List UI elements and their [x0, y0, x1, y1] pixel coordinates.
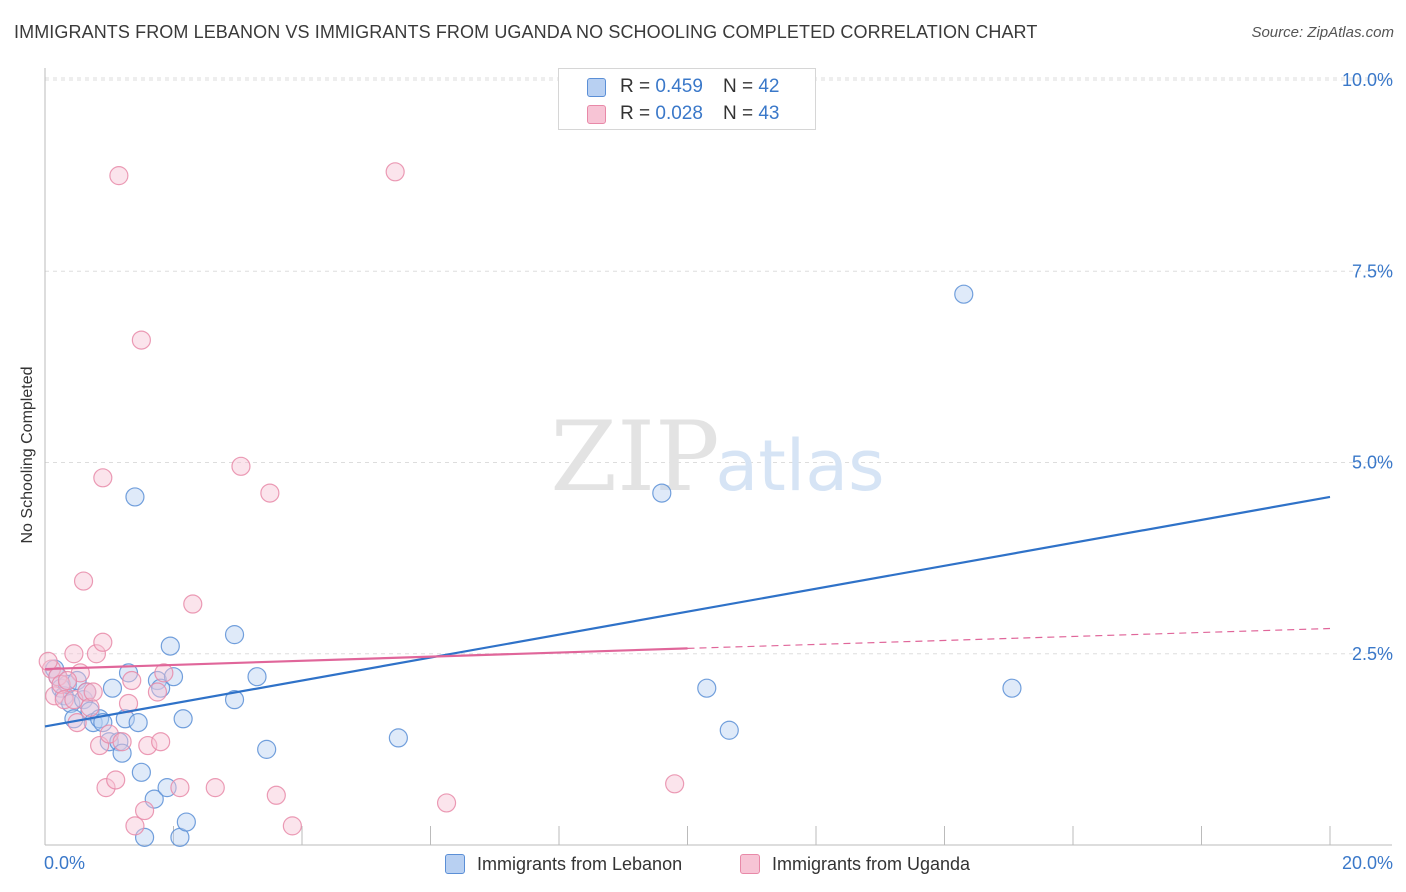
- y-tick-label: 10.0%: [1342, 70, 1393, 90]
- lebanon-point: [128, 712, 148, 733]
- points-layer: [38, 162, 1022, 847]
- uganda-point: [231, 456, 251, 476]
- uganda-point: [73, 571, 94, 591]
- lebanon-point: [112, 743, 132, 763]
- watermark-zip: ZIP: [550, 401, 719, 513]
- x-tick-label-max: 20.0%: [1342, 853, 1393, 873]
- uganda-point: [64, 644, 84, 664]
- uganda-legend-swatch: [740, 854, 760, 874]
- watermark: ZIP atlas: [550, 401, 884, 513]
- uganda-point: [151, 732, 171, 752]
- lebanon-point: [224, 690, 245, 710]
- uganda-point: [77, 682, 97, 702]
- lebanon-trendline: [44, 495, 1331, 728]
- uganda-point: [54, 690, 74, 710]
- lebanon-n-value: 42: [758, 76, 780, 97]
- uganda-r-label: R =: [620, 103, 651, 124]
- uganda-point: [260, 483, 280, 503]
- lebanon-point: [719, 720, 739, 740]
- y-tick-label: 2.5%: [1352, 644, 1393, 664]
- uganda-point: [93, 632, 113, 652]
- source-credit: Source: ZipAtlas.com: [1251, 24, 1394, 41]
- lebanon-point: [1002, 678, 1022, 698]
- lebanon-point: [224, 625, 245, 645]
- stats-legend: R = 0.459 N = 42 R = 0.028 N = 43: [558, 68, 816, 130]
- lebanon-point: [697, 678, 717, 698]
- lebanon-point: [160, 636, 180, 656]
- uganda-n-value: 43: [758, 103, 780, 124]
- uganda-point: [282, 816, 302, 836]
- grid-layer: [45, 77, 1392, 655]
- lebanon-point: [131, 762, 151, 782]
- uganda-r-value: 0.028: [655, 103, 703, 124]
- lebanon-point: [93, 712, 113, 733]
- uganda-point: [147, 682, 168, 702]
- lebanon-point: [176, 812, 196, 832]
- uganda-n-label: N =: [722, 103, 754, 124]
- uganda-point: [131, 330, 151, 350]
- uganda-point: [266, 785, 286, 805]
- y-tick-label: 5.0%: [1352, 453, 1393, 473]
- lebanon-n-label: N =: [722, 76, 754, 97]
- y-axis-label: No Schooling Completed: [19, 366, 36, 544]
- uganda-point: [80, 697, 100, 717]
- uganda-point: [57, 670, 78, 691]
- uganda-legend-label: Immigrants from Uganda: [772, 853, 971, 874]
- lebanon-swatch: [587, 77, 606, 97]
- uganda-point: [154, 663, 174, 683]
- uganda-point: [109, 166, 129, 186]
- lebanon-point: [115, 709, 135, 729]
- uganda-swatch: [587, 104, 606, 124]
- lebanon-legend-label: Immigrants from Lebanon: [477, 853, 683, 874]
- uganda-point: [125, 816, 145, 836]
- lebanon-point: [102, 678, 123, 698]
- uganda-point: [205, 778, 225, 798]
- lebanon-r-value: 0.459: [655, 76, 703, 97]
- uganda-point: [134, 800, 155, 821]
- lebanon-point: [163, 667, 184, 687]
- lebanon-point: [125, 487, 145, 507]
- uganda-point: [38, 651, 58, 672]
- uganda-point: [385, 162, 405, 182]
- uganda-trendline: [44, 647, 688, 671]
- bottom-legend-lebanon: Immigrants from Lebanon: [445, 851, 682, 877]
- uganda-trendline-extension: [687, 627, 1331, 649]
- lebanon-legend-swatch: [445, 854, 465, 874]
- uganda-point: [45, 686, 65, 706]
- legend-row-uganda: R = 0.028 N = 43: [587, 102, 779, 126]
- watermark-atlas: atlas: [715, 425, 884, 507]
- uganda-point: [93, 468, 113, 488]
- x-tick-label-min: 0.0%: [44, 853, 85, 873]
- uganda-point: [436, 793, 457, 813]
- lebanon-point: [257, 739, 277, 759]
- uganda-point: [665, 774, 685, 794]
- trend-layer: [44, 495, 1331, 728]
- labels-layer: 2.5% 5.0% 7.5% 10.0% 0.0% 20.0%: [44, 70, 1393, 873]
- uganda-point: [106, 770, 126, 790]
- lebanon-r-label: R =: [620, 76, 651, 97]
- uganda-point: [86, 644, 107, 664]
- legend-row-lebanon: R = 0.459 N = 42: [587, 75, 779, 99]
- uganda-point: [122, 670, 142, 691]
- lebanon-point: [954, 284, 974, 304]
- uganda-point: [138, 735, 158, 756]
- uganda-point: [96, 778, 116, 798]
- chart-title: IMMIGRANTS FROM LEBANON VS IMMIGRANTS FR…: [14, 22, 1038, 42]
- y-tick-label: 7.5%: [1352, 261, 1393, 281]
- lebanon-point: [173, 709, 193, 729]
- lebanon-point: [652, 483, 672, 503]
- axes-layer: [44, 68, 1392, 846]
- uganda-point: [83, 682, 103, 702]
- lebanon-point: [247, 667, 267, 687]
- lebanon-point: [388, 728, 408, 748]
- uganda-point: [170, 778, 190, 798]
- bottom-legend-uganda: Immigrants from Uganda: [740, 851, 970, 877]
- uganda-point: [183, 594, 203, 614]
- uganda-point: [112, 732, 132, 752]
